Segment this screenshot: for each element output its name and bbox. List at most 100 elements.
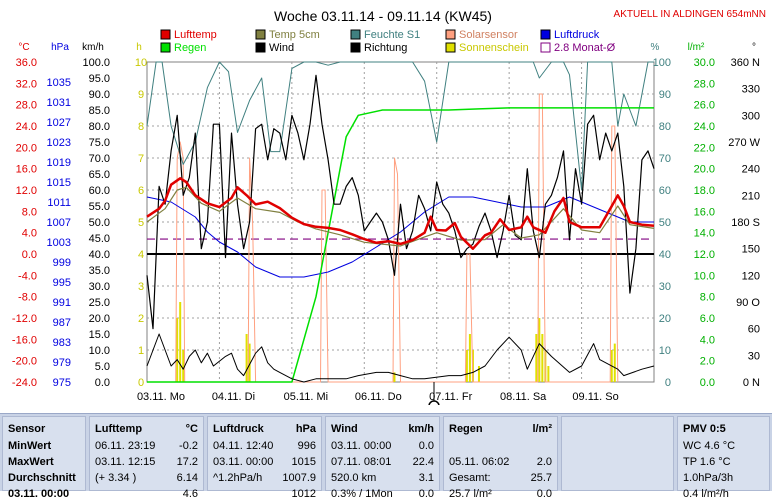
- wind-min-value: 0.0: [418, 440, 434, 452]
- pressure-tick-label: 1031: [47, 97, 71, 109]
- sunshine-bar: [535, 334, 538, 382]
- wind-tick-label: 50.0: [89, 217, 110, 229]
- sunshine-bar: [477, 366, 480, 382]
- regen-max-time: 05.11. 06:02: [449, 456, 510, 468]
- temp-tick-label: -24.0: [12, 377, 37, 389]
- sun-tick-label: 9: [138, 89, 144, 101]
- temp-tick-label: 24.0: [16, 121, 37, 133]
- pressure-tick-label: 999: [53, 257, 71, 269]
- pmv-windchill: WC 4.6 °C: [683, 440, 736, 452]
- rain-tick-label: 4.0: [700, 334, 715, 346]
- temp5cm-line: [146, 186, 655, 247]
- sun-tick-label: 10: [135, 57, 147, 69]
- temp-tick-label: -8.0: [18, 292, 37, 304]
- direction-tick-label: 330: [742, 84, 760, 96]
- legend-label: Sonnenschein: [459, 42, 529, 54]
- humidity-tick-label: 30: [659, 281, 671, 293]
- direction-tick-label: 360 N: [731, 57, 760, 69]
- temp-tick-label: 16.0: [16, 164, 37, 176]
- direction-tick-label: 30: [748, 350, 760, 362]
- axis-unit-labels: °C hPa km/h h % l/m² °: [18, 42, 756, 53]
- weather-chart: Woche 03.11.14 - 09.11.14 (KW45) AKTUELL…: [11, 8, 766, 405]
- rain-tick-label: 0.0: [700, 377, 715, 389]
- wind-avg-value: 3.1: [418, 472, 434, 484]
- pmv-pressure-trend: 1.0hPa/3h: [683, 472, 734, 484]
- luftdruck-header: Luftdruck: [213, 423, 264, 435]
- rain-tick-label: 22.0: [694, 142, 715, 154]
- pressure-tick-label: 1007: [47, 217, 71, 229]
- lufttemp-header: Lufttemp: [95, 423, 143, 435]
- wind-tick-label: 0.0: [95, 377, 110, 389]
- pressure-tick-label: 1019: [47, 157, 71, 169]
- legend-label: Temp 5cm: [269, 29, 320, 41]
- humidity-tick-label: 0: [665, 377, 671, 389]
- pressure-tick-label: 987: [53, 317, 71, 329]
- luftdruck-min-value: 996: [297, 440, 316, 452]
- direction-tick-label: 240: [742, 164, 760, 176]
- sunshine-bar: [176, 318, 179, 382]
- direction-axis-unit: °: [752, 42, 756, 53]
- row-label: MaxWert: [8, 456, 54, 468]
- lufttemp-min-time: 06.11. 23:19: [95, 440, 156, 452]
- series-lines: [146, 61, 655, 383]
- temp-tick-label: 8.0: [22, 206, 37, 218]
- sun-tick-label: 8: [138, 121, 144, 133]
- time-slider-handle[interactable]: [428, 382, 440, 405]
- legend-label: Feuchte S1: [364, 29, 420, 41]
- wind-tick-label: 35.0: [89, 265, 110, 277]
- sun-tick-label: 3: [138, 281, 144, 293]
- x-axis-labels: 03.11. Mo 04.11. Di 05.11. Mi 06.11. Do 07.1…: [137, 391, 619, 403]
- pressure-tick-label: 991: [53, 297, 71, 309]
- sun-tick-label: 7: [138, 153, 144, 165]
- lufttemp-max-value: 17.2: [176, 456, 198, 468]
- humidity-axis-unit: %: [651, 42, 660, 53]
- wind-tick-label: 90.0: [89, 89, 110, 101]
- location-notice: AKTUELL IN ALDINGEN 654mNN: [614, 9, 766, 20]
- legend-swatch: [445, 42, 456, 53]
- rain-tick-label: 24.0: [694, 121, 715, 133]
- sunshine-bar: [468, 334, 471, 382]
- humidity-tick-label: 70: [659, 153, 671, 165]
- pmv-header: PMV 0:5: [683, 423, 726, 435]
- legend-label: 2.8 Monat-Ø: [554, 42, 616, 54]
- wind-min-time: 03.11. 00:00: [331, 440, 392, 452]
- temp-tick-label: 28.0: [16, 100, 37, 112]
- wind-tick-label: 55.0: [89, 201, 110, 213]
- humidity-tick-label: 80: [659, 121, 671, 133]
- humidity-tick-label: 20: [659, 313, 671, 325]
- sunshine-bar: [538, 318, 541, 382]
- wind-tick-label: 25.0: [89, 297, 110, 309]
- sun-tick-label: 0: [138, 377, 144, 389]
- sunshine-bar: [393, 372, 396, 382]
- wind-tick-label: 80.0: [89, 121, 110, 133]
- sensor-box: Sensor MinWert MaxWert Durchschnitt 03.1…: [2, 416, 86, 500]
- pressure-tick-label: 1023: [47, 137, 71, 149]
- sun-axis-unit: h: [136, 42, 142, 53]
- axis-ticks: 36.032.028.024.020.016.012.08.04.00.0-4.…: [12, 57, 761, 389]
- humidity-tick-label: 50: [659, 217, 671, 229]
- luftdruck-max-time: 03.11. 00:00: [213, 456, 274, 468]
- temp-tick-label: 32.0: [16, 78, 37, 90]
- pressure-tick-label: 1015: [47, 177, 71, 189]
- sunshine-bar: [465, 350, 468, 382]
- pressure-tick-label: 1027: [47, 117, 71, 129]
- x-tick-label: 07.11. Fr: [429, 391, 473, 403]
- sunshine-bar: [547, 366, 550, 382]
- lufttemp-box: Lufttemp °C 06.11. 23:19 -0.2 03.11. 12:15…: [89, 416, 204, 500]
- wind-tick-label: 45.0: [89, 233, 110, 245]
- wind-tick-label: 100.0: [82, 57, 110, 69]
- sun-tick-label: 2: [138, 313, 144, 325]
- statistics-panel: Sensor MinWert MaxWert Durchschnitt 03.1…: [0, 413, 772, 500]
- wind-header: Wind: [331, 423, 358, 435]
- rain-tick-label: 30.0: [694, 57, 715, 69]
- wind-tick-label: 15.0: [89, 329, 110, 341]
- wind-tick-label: 20.0: [89, 313, 110, 325]
- sun-tick-label: 5: [138, 217, 144, 229]
- temp-tick-label: -16.0: [12, 334, 37, 346]
- rain-tick-label: 14.0: [694, 228, 715, 240]
- rain-tick-label: 28.0: [694, 78, 715, 90]
- rain-axis-unit: l/m²: [688, 42, 705, 53]
- sunshine-bar: [179, 302, 182, 382]
- rain-tick-label: 20.0: [694, 164, 715, 176]
- airtemp-line: [146, 177, 655, 250]
